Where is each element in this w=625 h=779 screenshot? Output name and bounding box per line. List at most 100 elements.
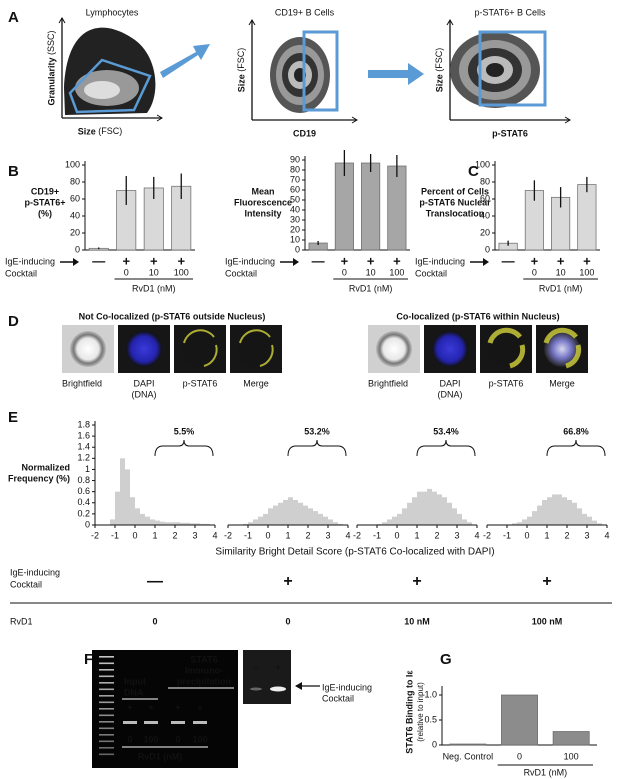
cell-stain [543,327,582,369]
y-tick-label: 0 [295,244,300,254]
channel-label: Brightfield [368,378,408,388]
rvd1-value: 0 [285,616,290,626]
panel-title: Co-localized (p-STAT6 within Nucleus) [396,311,559,321]
gate-title: Lymphocytes [86,7,139,17]
y-tick-label: 30 [290,214,300,224]
x-tick-label: -1 [244,530,252,540]
x-tick-label: + [531,253,539,268]
bar [449,743,487,746]
histogram-bar [190,523,195,525]
x-tick-label: 3 [454,530,459,540]
x-tick-label: + [341,253,349,268]
gel-label: RvD1 (nM) [138,751,183,761]
histogram-bar [547,497,552,525]
x-tick-label: 0 [124,267,129,277]
histogram-bar [387,519,392,525]
arrow-head [293,258,299,266]
panel-letter: F [84,651,93,668]
histogram-bar [155,520,160,525]
group-label: RvD1 (nM) [132,283,176,293]
histogram-bar [303,505,308,525]
histogram-bar [527,516,532,525]
x-tick-label: -2 [353,530,361,540]
y-axis-label: Fluorescence [234,197,292,207]
y-tick-label: 0.4 [77,497,90,507]
ladder-band [99,721,114,723]
panel-letter: D [8,313,19,330]
x-tick-label: 2 [172,530,177,540]
x-tick-label: 2 [305,530,310,540]
gel-label: 100 [143,734,158,744]
x-tick-label: 3 [325,530,330,540]
histogram-bar [298,502,303,525]
ladder-band [99,701,114,704]
cell [376,331,412,367]
gate [302,30,339,112]
gel-label: precipitation [177,676,231,686]
x-tick-label: + [583,253,591,268]
channel-label: Brightfield [62,378,102,388]
histogram-bar [432,491,437,525]
y-axis-label: Frequency (%) [8,473,70,483]
x-tick-label: Neg. Control [443,751,494,761]
y-tick-label: 0 [485,244,490,254]
gel-label: 0 [175,734,180,744]
histogram-bar [392,516,397,525]
x-tick-label: 0 [517,751,522,761]
channel-label: (DNA) [132,389,157,399]
y-axis-label: Granularity (SSC) [46,30,56,105]
cell [488,331,524,367]
x-tick-label: -1 [503,530,511,540]
histogram-bar [407,502,412,525]
y-axis-unit: (FSC) [434,48,444,75]
histogram-bar [517,522,522,525]
row-label: IgE-inducing [415,256,465,266]
ladder-band [99,740,114,743]
gel-label: DNA [124,687,144,697]
histogram-bar [145,516,150,525]
ladder-band [99,695,114,697]
y-tick-label: 20 [70,227,80,237]
panel-letter: B [8,163,19,180]
treatment-sign: — [147,573,163,590]
x-tick-label: 4 [474,530,479,540]
bar [552,731,590,746]
brace [287,439,347,457]
y-axis-label: Mean [251,186,274,196]
histogram-bar [160,521,165,525]
histogram-bar [552,494,557,525]
y-tick-label: 80 [70,176,80,186]
ladder-band [99,682,114,684]
histogram-bar [288,497,293,525]
x-tick-label: 0 [394,530,399,540]
gel-band [270,686,286,692]
x-tick-label: — [92,253,105,268]
ladder-band [99,727,114,730]
x-tick-label: 3 [584,530,589,540]
histogram-bar [253,519,258,525]
histogram-bar [422,491,427,525]
x-tick-label: 1 [544,530,549,540]
axis-arrow [564,116,571,124]
y-axis-label: Intensity [244,208,281,218]
histogram-bar [427,488,432,525]
y-tick-label: 20 [480,227,490,237]
bar [387,165,407,251]
x-tick-label: 0 [342,267,347,277]
histogram-bar [582,513,587,525]
histogram-bar [185,522,190,525]
x-axis-unit: (FSC) [96,126,123,136]
gel-sign: + [275,662,280,672]
axis-arrow [446,19,454,26]
panel-letter: C [468,163,479,180]
x-tick-label: 4 [345,530,350,540]
y-tick-label: 20 [290,224,300,234]
channel-label: p-STAT6 [183,378,218,388]
y-tick-label: 0 [75,244,80,254]
gel-label: Input [124,676,146,686]
histogram-bar [557,494,562,525]
x-tick-label: + [177,253,185,268]
panel-letter: E [8,409,18,426]
channel-label: Merge [549,378,575,388]
y-axis-unit: (SSC) [46,30,56,57]
